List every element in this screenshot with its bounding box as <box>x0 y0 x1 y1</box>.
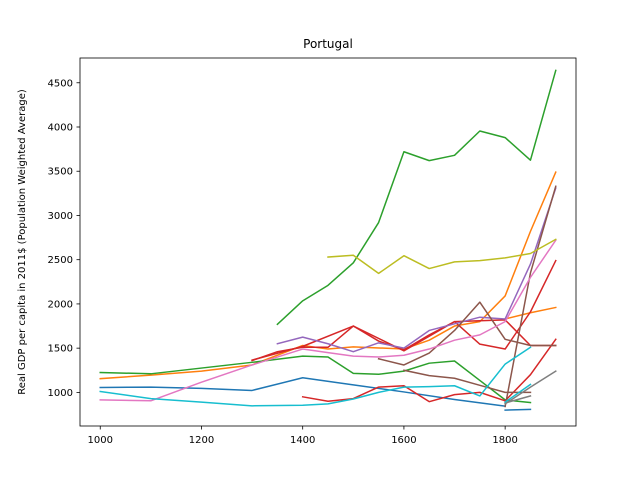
series-line-15 <box>504 370 557 405</box>
x-tick-label: 1600 <box>391 435 416 446</box>
series-line-7 <box>251 259 557 362</box>
y-tick-label: 1000 <box>48 388 73 399</box>
x-axis: 1000 1200 1400 1600 1800 <box>88 426 518 446</box>
series-line-12 <box>403 369 532 394</box>
y-axis-title: Real GDP per capita in 2011$ (Population… <box>17 89 28 395</box>
y-tick-label: 4000 <box>48 123 73 134</box>
series-line-13 <box>504 185 557 408</box>
series-line-1 <box>99 377 506 407</box>
x-tick-label: 1200 <box>189 435 214 446</box>
series-line-19 <box>504 383 532 404</box>
series-line-14 <box>99 239 557 402</box>
y-tick-label: 4500 <box>48 78 73 89</box>
series-line-9 <box>251 319 557 362</box>
series-line-10 <box>276 187 557 353</box>
series-layer <box>99 69 557 411</box>
y-tick-label: 2500 <box>48 255 73 266</box>
y-tick-label: 3000 <box>48 211 73 222</box>
chart-title: Portugal <box>303 37 353 51</box>
series-line-3 <box>99 171 557 380</box>
y-axis: 1000 1500 2000 2500 3000 3500 4000 4500 <box>48 78 80 399</box>
series-line-16 <box>504 394 532 404</box>
series-line-5 <box>276 69 557 326</box>
x-tick-label: 1400 <box>290 435 315 446</box>
y-tick-label: 1500 <box>48 344 73 355</box>
series-line-11 <box>377 301 557 366</box>
y-tick-label: 2000 <box>48 299 73 310</box>
series-line-6 <box>99 355 532 404</box>
plot-frame <box>79 57 577 427</box>
series-line-18 <box>99 346 532 407</box>
series-line-2 <box>504 408 532 411</box>
x-tick-label: 1800 <box>492 435 517 446</box>
x-tick-label: 1000 <box>88 435 113 446</box>
series-line-17 <box>327 238 557 275</box>
y-tick-label: 3500 <box>48 167 73 178</box>
